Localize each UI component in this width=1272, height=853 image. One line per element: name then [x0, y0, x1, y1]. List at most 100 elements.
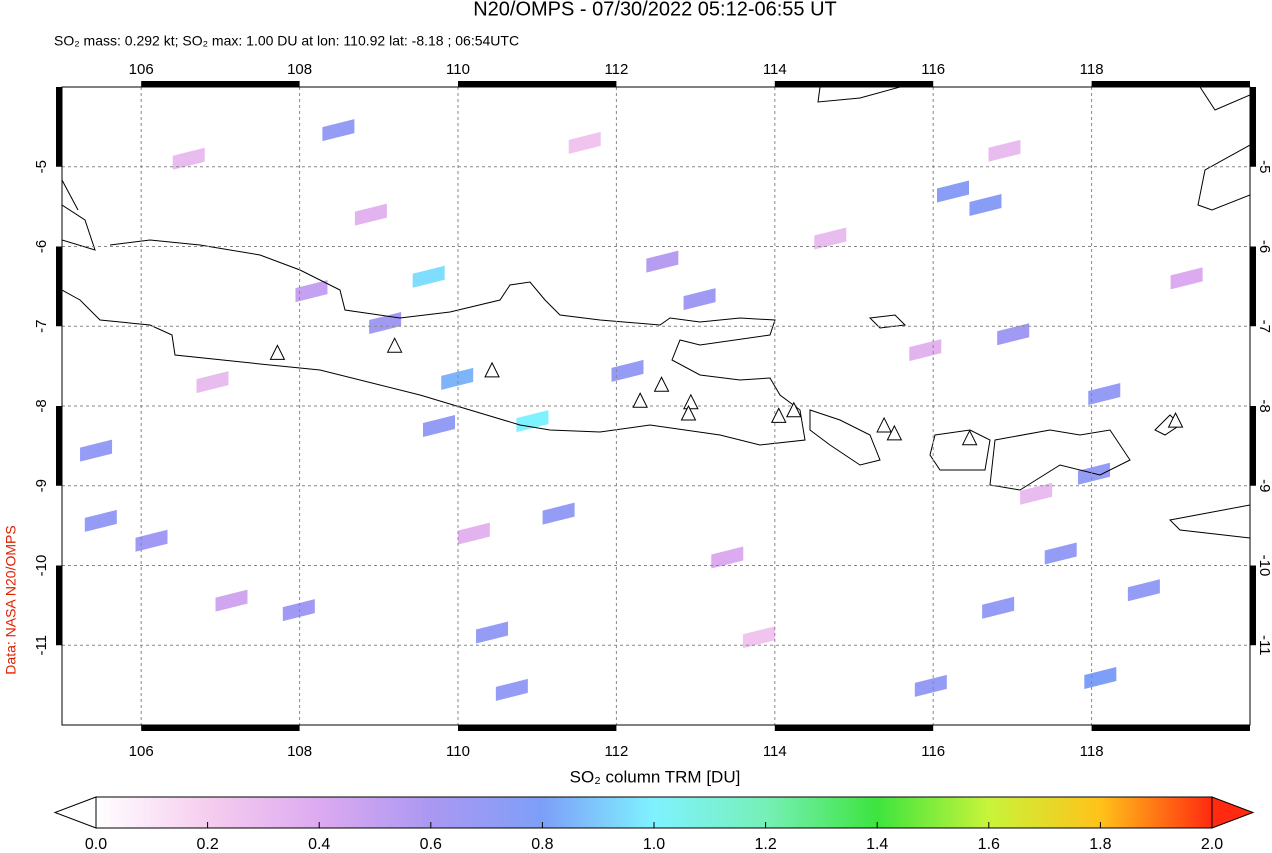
x-tick-label: 106 [129, 743, 154, 760]
coastline [809, 409, 881, 466]
y-tick-label: -5 [1256, 160, 1272, 173]
so2-cell [295, 280, 328, 303]
so2-cell [711, 546, 744, 569]
frame-bar [458, 81, 617, 87]
colorbar-tick-label: 2.0 [1201, 836, 1223, 853]
coastline [989, 429, 1131, 491]
so2-cell [937, 180, 969, 203]
volcano [876, 416, 892, 433]
coastline [817, 87, 901, 103]
colorbar-under [53, 796, 97, 829]
colorbar-tick-label: 1.6 [978, 836, 1000, 853]
coastline [62, 239, 806, 446]
colorbar-tick-label: 1.2 [754, 836, 776, 853]
coastline [929, 429, 991, 471]
so2-cell [646, 250, 679, 273]
so2-cell [997, 323, 1030, 346]
y-tick-label: -6 [1256, 240, 1272, 253]
cell-layer [80, 119, 1203, 701]
so2-cell [1044, 542, 1077, 565]
so2-cell [412, 265, 445, 288]
y-tick-label: -11 [33, 635, 50, 656]
x-tick-label: 112 [604, 61, 628, 78]
colorbar-tick-label: 0.6 [420, 836, 442, 853]
x-tick-label: 114 [763, 743, 787, 760]
y-tick-label: -8 [1256, 399, 1272, 412]
x-tick-label: 110 [446, 743, 470, 760]
frame-bar [1250, 87, 1256, 167]
y-tick-label: -10 [1256, 555, 1272, 577]
x-tick-label: 118 [1080, 61, 1104, 78]
volcano [632, 392, 648, 408]
so2-cell [568, 131, 601, 154]
frame-bar [56, 565, 62, 646]
y-tick-label: -7 [33, 320, 50, 333]
frame-bar [56, 87, 62, 167]
coastlines [62, 87, 1250, 539]
x-tick-label: 108 [287, 61, 312, 78]
y-tick-label: -7 [1256, 320, 1272, 333]
volcano [269, 344, 286, 360]
coastline [1168, 504, 1250, 539]
y-tick-label: -10 [33, 555, 50, 577]
colorbar-tick-label: 0.2 [196, 836, 218, 853]
colorbar-tick-label: 0.8 [531, 836, 553, 853]
chart-subtitle: SO₂ mass: 0.292 kt; SO₂ max: 1.00 DU at … [54, 33, 519, 49]
y-tick-label: -11 [1256, 635, 1272, 656]
frame-bar [141, 81, 300, 87]
so2-cell [988, 139, 1021, 162]
so2-cell [683, 288, 716, 311]
so2-cell [742, 626, 775, 649]
y-tick-label: -9 [1256, 479, 1272, 492]
volcano [886, 424, 903, 441]
so2-cell [1170, 267, 1203, 290]
volcano [785, 401, 802, 418]
frame-bar [1250, 246, 1256, 327]
frame-bar [141, 725, 300, 731]
volcano [653, 376, 670, 392]
so2-cell [80, 439, 113, 462]
frame-bar [56, 246, 62, 327]
so2-cell [969, 194, 1002, 217]
coastline [1197, 87, 1250, 211]
so2-cell [982, 596, 1015, 619]
colorbar-tick-label: 1.4 [866, 836, 888, 853]
so2-cell [354, 203, 387, 226]
volcano [1167, 412, 1184, 428]
volcano [386, 337, 403, 353]
frame-bar [1250, 565, 1256, 646]
so2-cell [1020, 482, 1053, 505]
colorbar-over [1211, 796, 1255, 829]
so2-cell [1088, 383, 1121, 406]
x-tick-label: 118 [1080, 743, 1104, 760]
so2-cell [135, 529, 168, 552]
so2-cell [914, 674, 947, 697]
chart-title: N20/OMPS - 07/30/2022 05:12-06:55 UT [473, 0, 837, 20]
so2-cell [495, 678, 528, 701]
volcano [683, 393, 699, 410]
x-tick-label: 112 [604, 743, 628, 760]
so2-cell [516, 410, 549, 433]
grid-layer [62, 87, 1250, 725]
volcano [770, 407, 787, 423]
x-tick-label: 114 [763, 61, 787, 78]
x-tick-label: 116 [921, 743, 945, 760]
frame-bar [774, 81, 934, 87]
so2-cell [611, 359, 644, 382]
x-tick-label: 110 [446, 61, 470, 78]
so2-cell [542, 502, 575, 525]
colorbar-tick-label: 0.4 [308, 836, 330, 853]
frame-bar [458, 725, 617, 731]
so2-cell [1084, 666, 1117, 689]
so2-cell [441, 367, 474, 390]
credit: Data: NASA N20/OMPS [3, 525, 19, 674]
so2-cell [1127, 579, 1160, 602]
colorbar-tick-label: 0.0 [85, 836, 107, 853]
y-tick-label: -9 [33, 479, 50, 492]
so2-cell [172, 147, 205, 170]
volcano-layer [269, 337, 1184, 446]
x-tick-label: 106 [129, 61, 154, 78]
volcano [961, 429, 978, 446]
x-tick-label: 116 [921, 61, 945, 78]
